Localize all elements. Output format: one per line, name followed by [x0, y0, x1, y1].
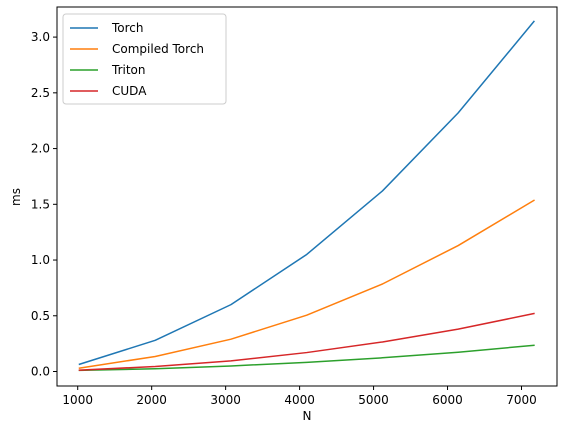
- y-tick-label: 2.0: [31, 142, 50, 156]
- y-axis-label: ms: [9, 188, 23, 206]
- y-axis-ticks: 0.0 0.5 1.0 1.5 2.0 2.5 3.0: [31, 30, 57, 379]
- y-tick-label: 1.5: [31, 197, 50, 211]
- y-tick-label: 2.5: [31, 86, 50, 100]
- x-axis-label: N: [303, 409, 312, 423]
- y-tick-label: 1.0: [31, 253, 50, 267]
- x-tick-label: 3000: [210, 393, 241, 407]
- x-axis-ticks: 1000 2000 3000 4000 5000 6000 7000: [62, 386, 537, 407]
- axes-border: [56, 6, 558, 387]
- legend-label-compiled-torch: Compiled Torch: [112, 42, 204, 56]
- axes-frame: [56, 6, 558, 387]
- y-tick-label: 0.5: [31, 309, 50, 323]
- series-line-torch: [78, 20, 535, 366]
- legend: Torch Compiled Torch Triton CUDA: [62, 13, 227, 105]
- x-tick-label: 5000: [358, 393, 389, 407]
- series-layer: [78, 20, 535, 372]
- series-line-compiled-torch: [78, 199, 535, 370]
- x-tick-label: 6000: [432, 393, 463, 407]
- x-tick-label: 2000: [136, 393, 167, 407]
- y-tick-label: 0.0: [31, 365, 50, 379]
- legend-entries: Torch Compiled Torch Triton CUDA: [70, 21, 204, 98]
- x-tick-label: 7000: [506, 393, 537, 407]
- x-tick-label: 4000: [284, 393, 315, 407]
- y-tick-label: 3.0: [31, 30, 50, 44]
- legend-label-torch: Torch: [111, 21, 144, 35]
- series-line-triton: [78, 344, 535, 372]
- series-line-cuda: [78, 312, 535, 371]
- legend-label-cuda: CUDA: [112, 84, 147, 98]
- legend-label-triton: Triton: [111, 63, 146, 77]
- legend-box: [62, 13, 227, 105]
- x-tick-label: 1000: [62, 393, 93, 407]
